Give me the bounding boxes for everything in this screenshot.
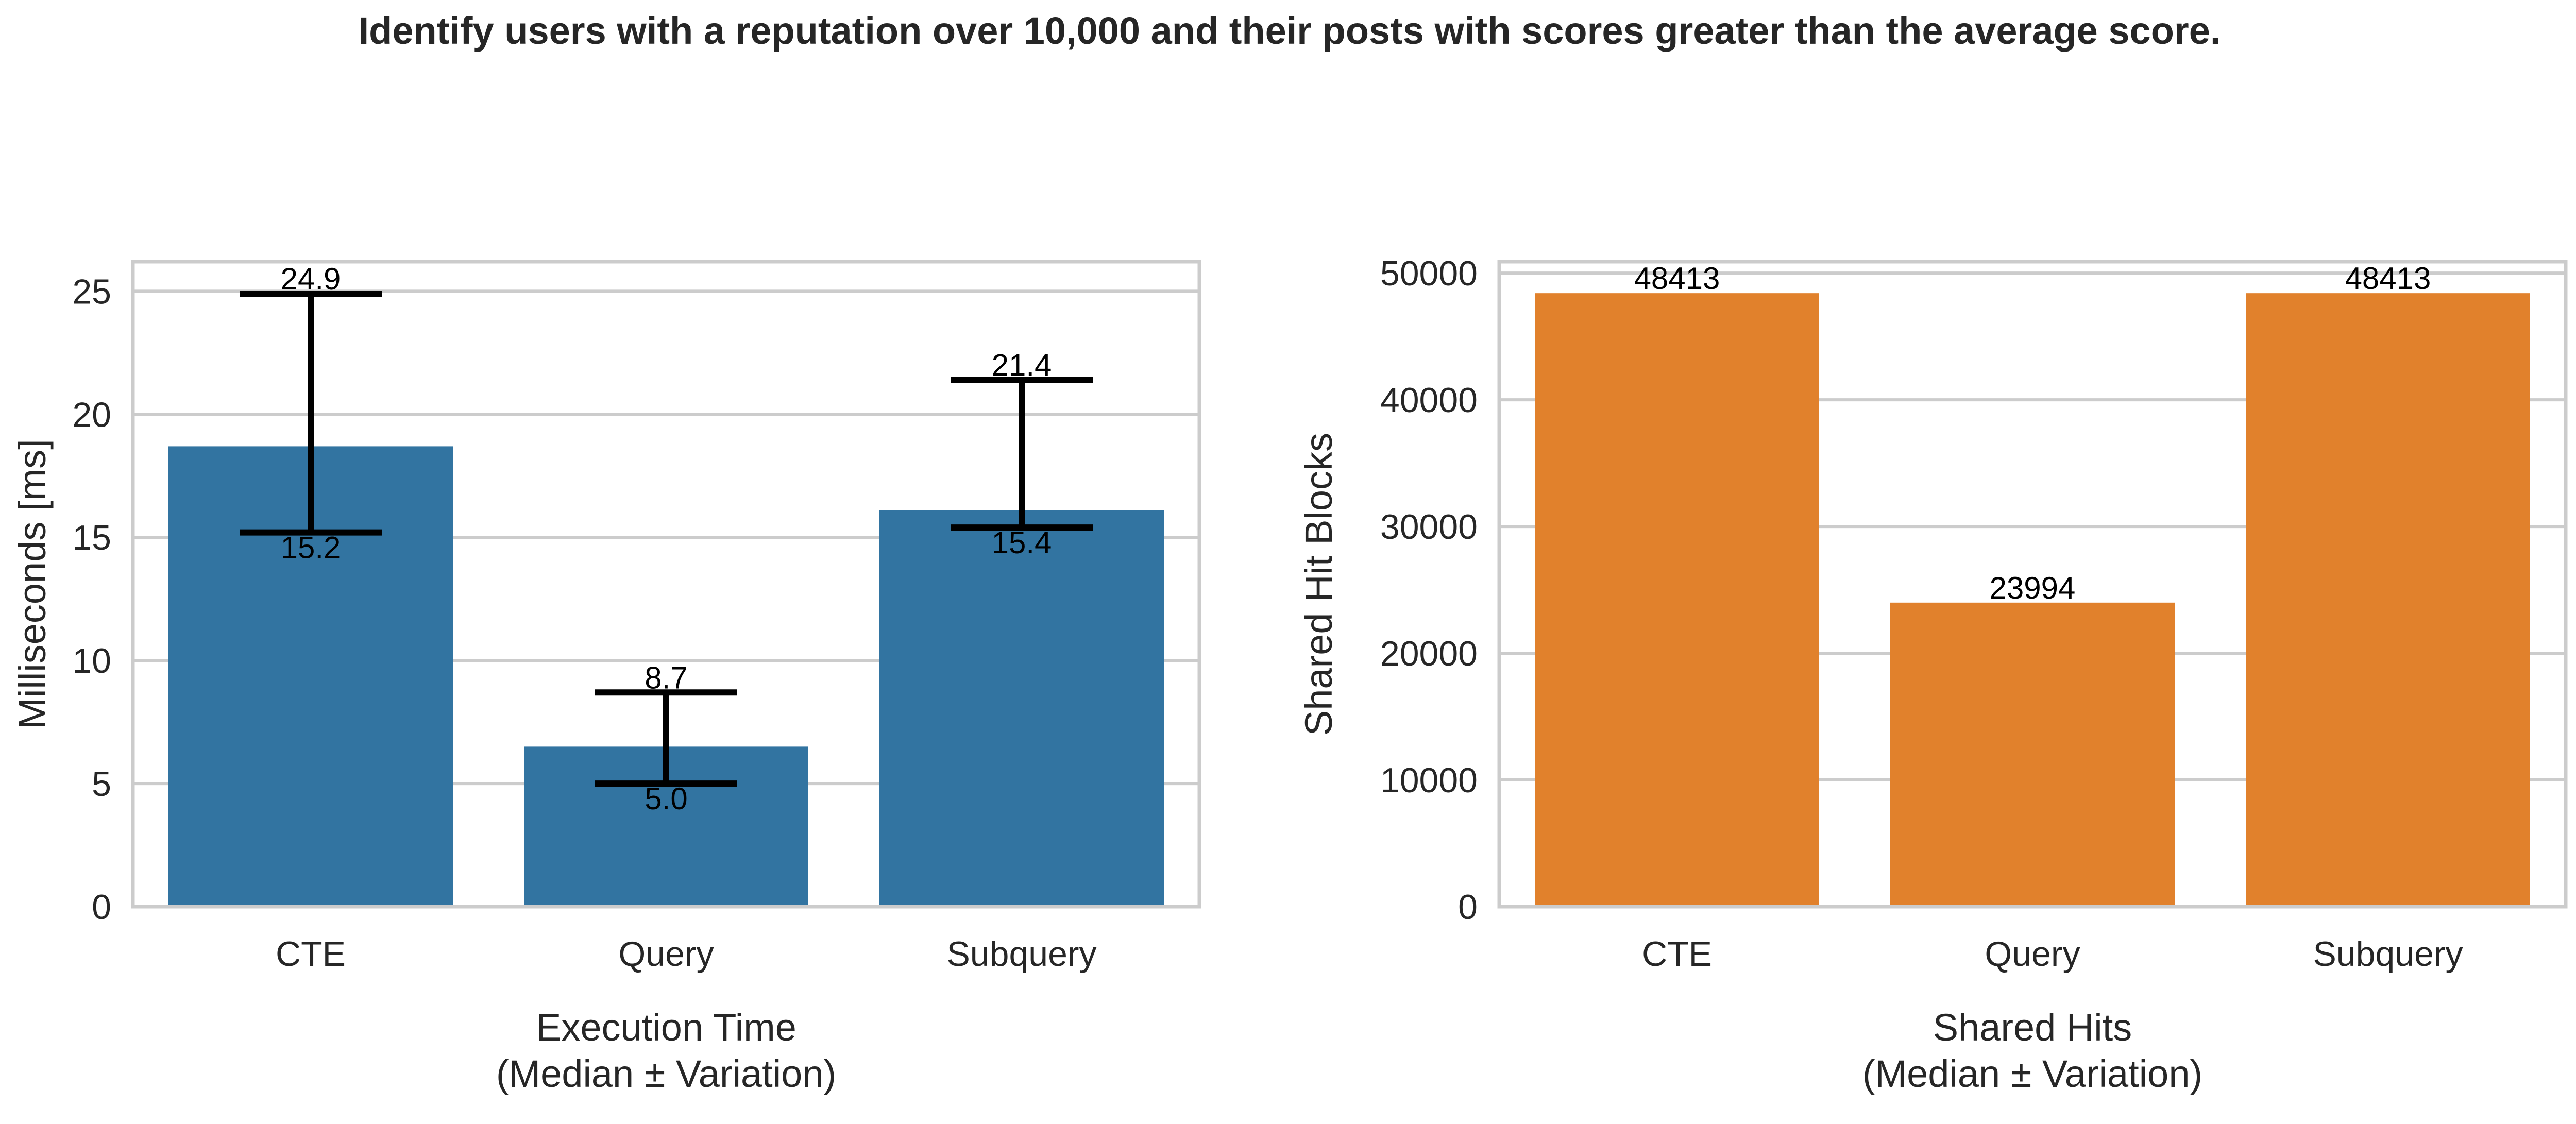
error-low-label: 5.0 — [645, 781, 687, 816]
error-high-label: 24.9 — [281, 262, 341, 296]
bar — [1535, 293, 1819, 907]
value-label: 48413 — [2345, 261, 2431, 296]
y-tick-label: 5 — [92, 764, 111, 804]
error-high-label: 21.4 — [992, 348, 1052, 382]
chart-title: Identify users with a reputation over 10… — [359, 9, 2221, 52]
value-label: 48413 — [1634, 261, 1720, 296]
bar — [879, 510, 1164, 907]
error-low-label: 15.4 — [992, 525, 1052, 560]
execution-time-chart: 0 5 10 15 20 25 CTE Query Subquery 24.9 15.2 8.7 5.0… — [11, 260, 1201, 1095]
x-tick-label: Subquery — [946, 934, 1096, 974]
value-label: 23994 — [1990, 571, 2076, 605]
x-axis-label: Execution Time — [536, 1006, 796, 1049]
x-tick-label: Subquery — [2313, 934, 2463, 974]
y-tick-label: 20000 — [1380, 634, 1478, 673]
bar — [1890, 602, 2175, 907]
y-axis-label: Milliseconds [ms] — [11, 439, 54, 729]
y-tick-label: 20 — [72, 395, 111, 434]
y-tick-label: 50000 — [1380, 254, 1478, 293]
y-axis-label: Shared Hit Blocks — [1297, 433, 1340, 736]
error-high-label: 8.7 — [645, 660, 687, 695]
x-tick-label: Query — [618, 934, 714, 974]
x-tick-label: CTE — [1642, 934, 1712, 974]
x-axis-label: (Median ± Variation) — [1862, 1052, 2202, 1095]
shared-hits-chart: 0 10000 20000 30000 40000 50000 CTE Query Subque… — [1297, 254, 2568, 1095]
x-axis-label: Shared Hits — [1933, 1006, 2132, 1049]
x-axis-label: (Median ± Variation) — [496, 1052, 836, 1095]
x-tick-label: Query — [1985, 934, 2080, 974]
y-tick-label: 10 — [72, 641, 111, 680]
axes-frame — [1497, 260, 2568, 909]
bar — [2246, 293, 2530, 907]
y-tick-label: 10000 — [1380, 761, 1478, 800]
y-tick-label: 30000 — [1380, 507, 1478, 547]
error-low-label: 15.2 — [281, 531, 341, 565]
y-tick-label: 40000 — [1380, 381, 1478, 420]
axes-frame — [131, 260, 1201, 909]
x-tick-label: CTE — [276, 934, 346, 974]
y-tick-label: 0 — [92, 888, 111, 927]
y-tick-label: 15 — [72, 518, 111, 557]
y-tick-label: 0 — [1458, 888, 1478, 927]
y-tick-label: 25 — [72, 272, 111, 311]
